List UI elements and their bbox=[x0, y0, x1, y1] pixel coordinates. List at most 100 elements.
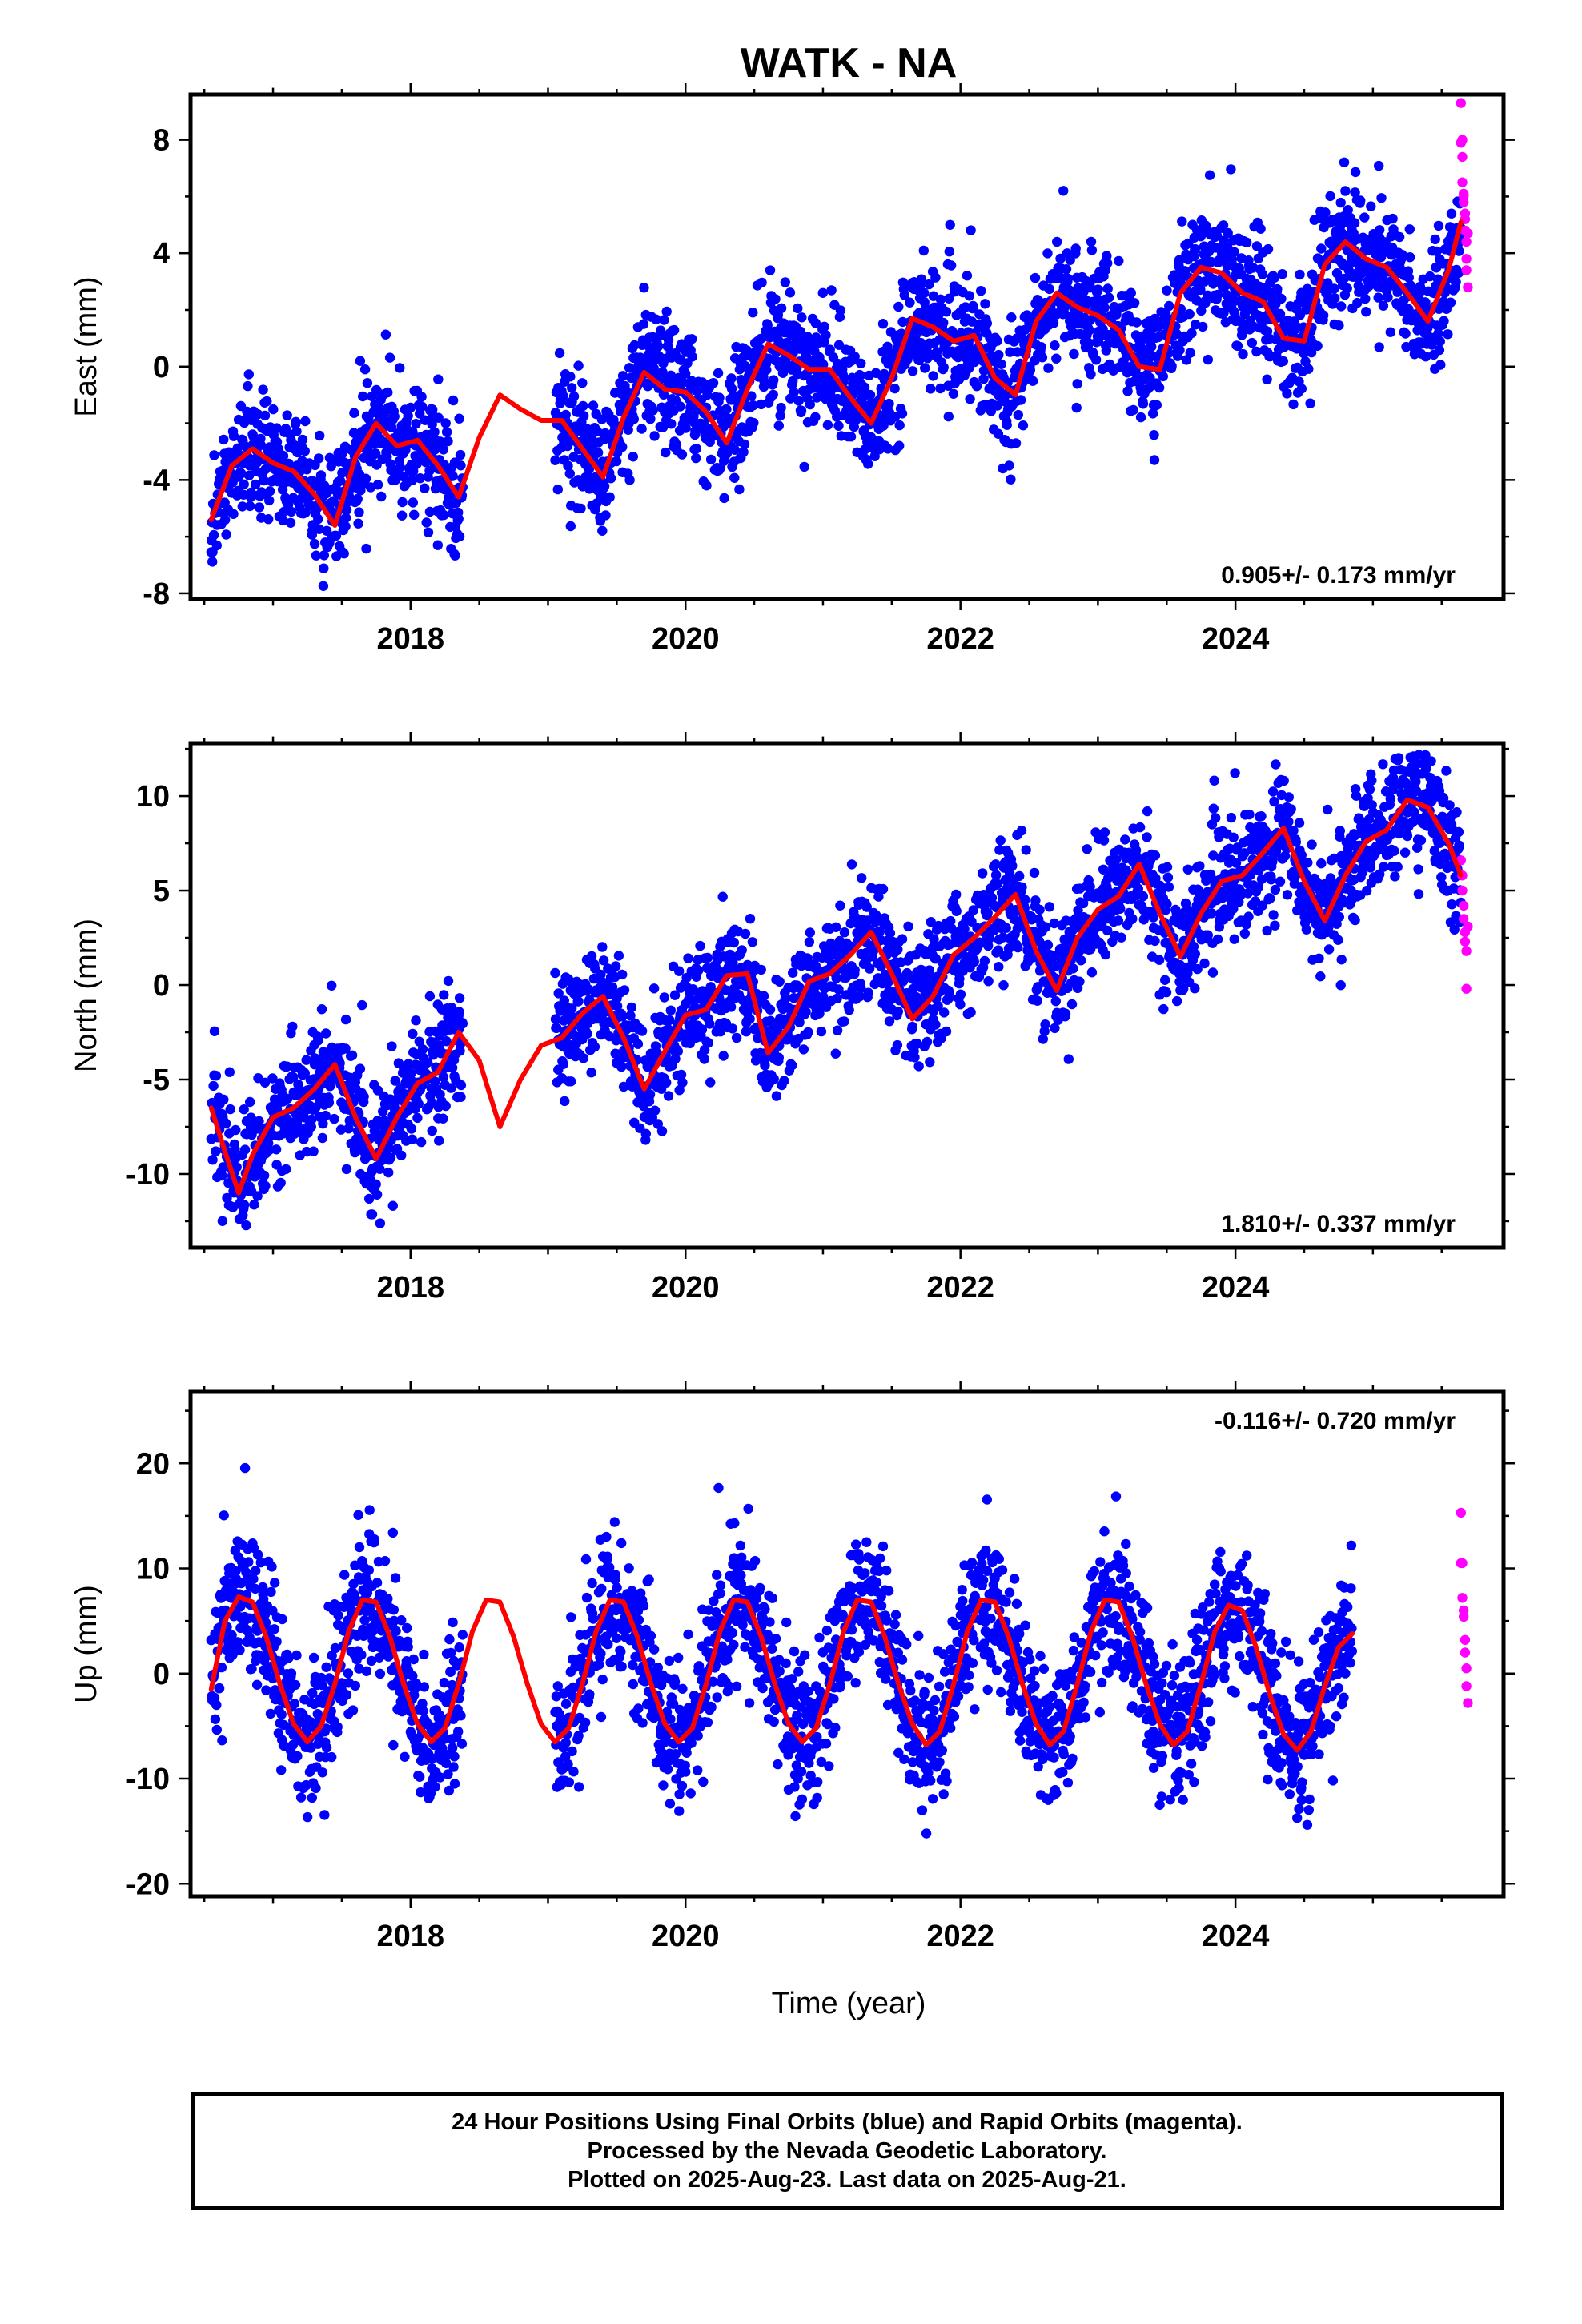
final-orbit-point bbox=[420, 483, 430, 493]
final-orbit-point bbox=[589, 1042, 600, 1052]
final-orbit-point bbox=[675, 401, 685, 412]
final-orbit-point bbox=[677, 449, 688, 460]
final-orbit-point bbox=[884, 398, 894, 409]
model-curve bbox=[208, 219, 1464, 528]
final-orbit-point bbox=[1103, 292, 1114, 303]
final-orbit-point bbox=[441, 1036, 452, 1047]
final-orbit-point bbox=[564, 468, 575, 479]
final-orbit-point bbox=[1131, 317, 1142, 328]
final-orbit-point bbox=[1018, 420, 1029, 431]
final-orbit-point bbox=[412, 1112, 423, 1124]
final-orbit-point bbox=[1451, 277, 1461, 287]
final-orbit-point bbox=[1198, 321, 1208, 332]
final-orbit-point bbox=[318, 581, 329, 591]
final-orbit-point bbox=[770, 294, 781, 304]
final-orbit-point bbox=[831, 922, 841, 933]
final-orbit-point bbox=[453, 513, 464, 524]
final-orbit-point bbox=[384, 352, 396, 363]
final-orbit-point bbox=[427, 419, 437, 430]
final-orbit-point bbox=[341, 1164, 352, 1175]
final-orbit-point bbox=[814, 1008, 825, 1019]
final-orbit-point bbox=[1323, 278, 1333, 288]
final-orbit-point bbox=[1374, 160, 1384, 171]
final-orbit-point bbox=[1150, 935, 1160, 947]
final-orbit-point bbox=[928, 371, 938, 381]
final-orbit-point bbox=[851, 415, 861, 425]
final-orbit-point bbox=[255, 440, 266, 450]
final-orbit-point bbox=[976, 286, 986, 296]
final-orbit-point bbox=[946, 260, 957, 271]
final-orbit-point bbox=[618, 1081, 629, 1092]
final-orbit-point bbox=[1212, 934, 1223, 945]
final-orbit-point bbox=[738, 447, 749, 457]
final-orbit-point bbox=[982, 907, 993, 919]
final-orbit-point bbox=[966, 1007, 976, 1018]
final-orbit-point bbox=[573, 360, 584, 371]
final-orbit-point bbox=[968, 905, 979, 915]
final-orbit-point bbox=[639, 283, 649, 293]
final-orbit-point bbox=[1142, 806, 1153, 817]
final-orbit-point bbox=[408, 1028, 418, 1039]
final-orbit-point bbox=[1135, 412, 1146, 423]
final-orbit-point bbox=[550, 1014, 561, 1024]
final-orbit-point bbox=[281, 1164, 291, 1175]
final-orbit-point bbox=[1355, 195, 1366, 206]
final-orbit-point bbox=[1200, 298, 1211, 308]
final-orbit-point bbox=[440, 418, 451, 428]
final-orbit-point bbox=[758, 991, 769, 1001]
final-orbit-point bbox=[665, 1015, 675, 1026]
final-orbit-point bbox=[1446, 208, 1457, 219]
final-orbit-point bbox=[219, 1094, 229, 1105]
final-orbit-point bbox=[1040, 1019, 1050, 1030]
final-orbit-point bbox=[317, 1132, 328, 1144]
final-orbit-point bbox=[676, 1069, 687, 1080]
final-orbit-point bbox=[319, 563, 329, 573]
final-orbit-point bbox=[1003, 943, 1014, 954]
final-orbit-point bbox=[849, 965, 860, 975]
final-orbit-point bbox=[1383, 292, 1393, 303]
final-orbit-point bbox=[619, 985, 630, 995]
final-orbit-point bbox=[407, 1134, 417, 1144]
final-orbit-point bbox=[560, 409, 571, 420]
final-orbit-point bbox=[1211, 231, 1223, 241]
final-orbit-point bbox=[358, 391, 368, 402]
final-orbit-point bbox=[945, 991, 955, 1003]
final-orbit-point bbox=[1379, 245, 1390, 255]
final-orbit-point bbox=[1431, 246, 1442, 257]
final-orbit-point bbox=[438, 1072, 449, 1083]
final-orbit-point bbox=[592, 426, 603, 436]
final-orbit-point bbox=[780, 994, 790, 1004]
final-orbit-point bbox=[907, 1021, 917, 1032]
final-orbit-point bbox=[596, 969, 606, 980]
final-orbit-point bbox=[669, 324, 680, 336]
final-orbit-point bbox=[340, 1014, 351, 1025]
final-orbit-point bbox=[239, 1144, 251, 1155]
final-orbit-point bbox=[1102, 251, 1112, 261]
final-orbit-point bbox=[1434, 344, 1445, 356]
final-orbit-point bbox=[649, 431, 660, 441]
final-orbit-point bbox=[352, 493, 363, 505]
final-orbit-point bbox=[893, 944, 903, 955]
final-orbit-point bbox=[826, 285, 837, 296]
final-orbit-points bbox=[206, 157, 1466, 591]
final-orbit-point bbox=[943, 411, 954, 422]
final-orbit-point bbox=[944, 293, 954, 304]
final-orbit-point bbox=[1128, 404, 1138, 416]
final-orbit-point bbox=[1387, 213, 1398, 224]
final-orbit-point bbox=[794, 983, 805, 993]
final-orbit-point bbox=[1239, 308, 1251, 320]
final-orbit-point bbox=[550, 967, 560, 979]
final-orbit-point bbox=[390, 1076, 400, 1086]
final-orbit-point bbox=[447, 1063, 458, 1073]
final-orbit-point bbox=[277, 485, 288, 495]
final-orbit-point bbox=[611, 961, 621, 971]
final-orbit-point bbox=[245, 501, 255, 512]
final-orbit-point bbox=[663, 1091, 674, 1101]
final-orbit-point bbox=[1154, 955, 1165, 965]
final-orbit-point bbox=[645, 414, 656, 424]
final-orbit-point bbox=[1149, 455, 1160, 465]
final-orbit-point bbox=[301, 1055, 311, 1065]
final-orbit-point bbox=[1203, 930, 1214, 940]
final-orbit-point bbox=[839, 372, 849, 384]
final-orbit-point bbox=[1349, 218, 1360, 228]
